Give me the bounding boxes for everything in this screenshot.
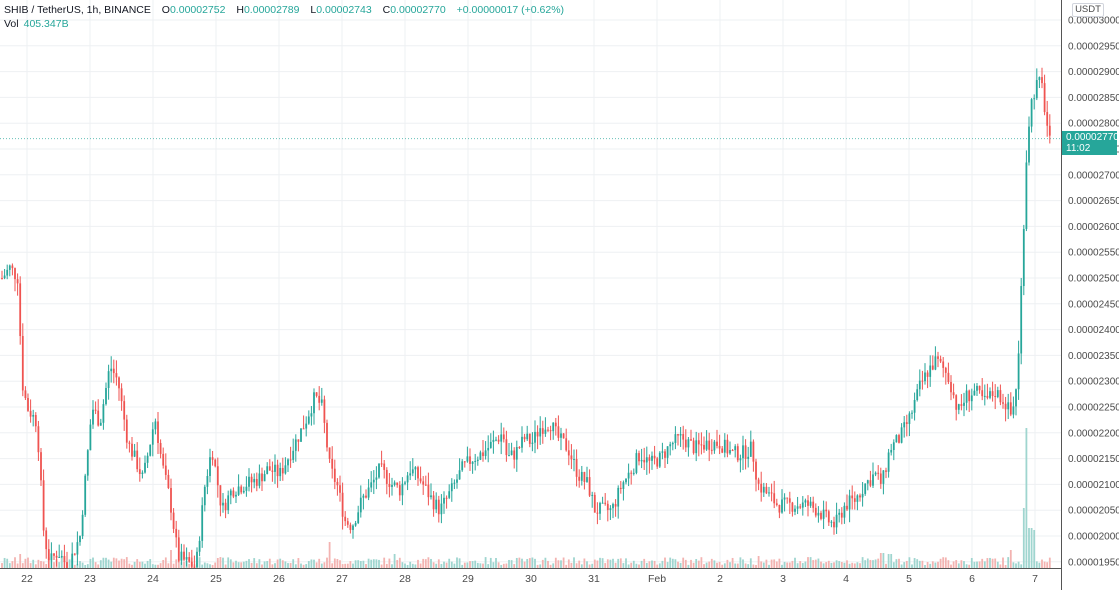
volume-bars	[1, 428, 1051, 568]
price-tick-label: 0.00002650	[1068, 196, 1119, 207]
open-label: O	[161, 4, 170, 16]
price-tick-label: 0.00002950	[1068, 41, 1119, 52]
low-value: 0.00002743	[316, 4, 372, 16]
close-label: C	[382, 4, 391, 16]
time-tick-label: 3	[780, 573, 786, 585]
time-tick-label: 4	[843, 573, 849, 585]
time-axis[interactable]: 22 23 24 25 26 27 28 29 30 31 Feb 2 3 4 5 6 7	[21, 573, 1038, 585]
open-value: 0.00002752	[169, 4, 226, 16]
high-label: H	[236, 4, 244, 16]
price-tick-label: 0.00002700	[1068, 170, 1119, 181]
time-tick-label: 31	[588, 573, 600, 585]
price-axis[interactable]: 0.00003000 0.00002950 0.00002900 0.00002850…	[1068, 16, 1119, 569]
time-tick-label: 2	[717, 573, 723, 585]
last-price-tag: 0.00002770 11:02	[1062, 131, 1119, 155]
time-tick-label: 30	[525, 573, 537, 585]
price-tick-label: 0.00002450	[1068, 299, 1119, 310]
close-value: 0.00002770	[390, 4, 446, 16]
volume-label: Vol	[4, 18, 19, 30]
chart-grid	[0, 0, 1061, 568]
time-tick-label: 26	[273, 573, 285, 585]
volume-value: 405.347B	[23, 18, 69, 30]
time-tick-label: 28	[399, 573, 411, 585]
price-tick-label: 0.00002900	[1068, 67, 1119, 78]
price-tick-label: 0.00002200	[1068, 428, 1119, 439]
time-tick-label: 22	[21, 573, 33, 585]
price-tick-label: 0.00002500	[1068, 274, 1119, 285]
currency-button[interactable]: USDT	[1072, 3, 1104, 17]
price-tick-label: 0.00002350	[1068, 351, 1119, 362]
price-tick-label: 0.00002050	[1068, 506, 1119, 517]
chart-legend: SHIB / TetherUS, 1h, BINANCE O0.00002752…	[4, 3, 572, 31]
price-tick-label: 0.00002400	[1068, 325, 1119, 336]
time-tick-label: 6	[969, 573, 975, 585]
candlesticks	[1, 67, 1051, 569]
time-tick-label: 29	[462, 573, 474, 585]
price-tick-label: 0.00002850	[1068, 93, 1119, 104]
change-value: +0.00000017 (+0.62%)	[456, 4, 565, 16]
price-tick-label: 0.00002100	[1068, 480, 1119, 491]
time-tick-label: 24	[147, 573, 159, 585]
time-tick-label: 23	[84, 573, 96, 585]
ohlc-row: SHIB / TetherUS, 1h, BINANCE O0.00002752…	[4, 3, 572, 17]
low-label: L	[310, 4, 317, 16]
price-tick-label: 0.00002250	[1068, 403, 1119, 414]
price-tick-label: 0.00002150	[1068, 454, 1119, 465]
volume-row: Vol 405.347B	[4, 17, 572, 31]
last-price-value: 0.00002770	[1066, 132, 1119, 143]
price-tick-label: 0.00002600	[1068, 222, 1119, 233]
time-tick-label: 25	[210, 573, 222, 585]
price-tick-label: 0.00002300	[1068, 377, 1119, 388]
price-tick-label: 0.00003000	[1068, 16, 1119, 27]
symbol-title[interactable]: SHIB / TetherUS, 1h, BINANCE	[4, 4, 151, 16]
bar-countdown: 11:02	[1066, 143, 1091, 154]
price-tick-label: 0.00002800	[1068, 119, 1119, 130]
time-tick-label: 27	[336, 573, 348, 585]
price-tick-label: 0.00001950	[1068, 557, 1119, 568]
high-value: 0.00002789	[243, 4, 300, 16]
time-tick-label: 7	[1032, 573, 1038, 585]
price-tick-label: 0.00002000	[1068, 532, 1119, 543]
time-tick-label: Feb	[648, 573, 666, 585]
price-tick-label: 0.00002550	[1068, 248, 1119, 259]
time-tick-label: 5	[906, 573, 912, 585]
